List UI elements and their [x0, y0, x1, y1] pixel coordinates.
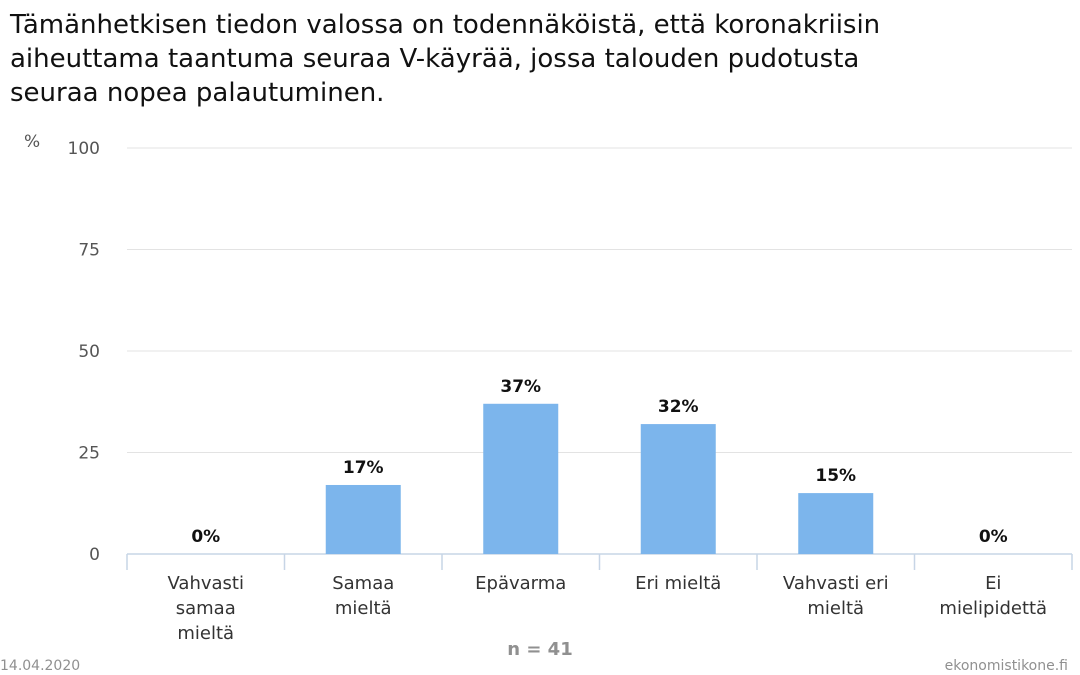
source-link[interactable]: ekonomistikone.fi	[944, 658, 1068, 674]
x-tick-label: Samaa	[332, 573, 394, 594]
bar	[325, 484, 401, 554]
y-tick-label: 50	[78, 342, 100, 362]
labels: % 0 25 50 75 100 0% Vahvasti samaa mieltä 17% Samaa…	[24, 132, 1047, 644]
data-label: 0%	[191, 527, 220, 547]
data-label: 0%	[979, 527, 1008, 547]
data-label: 15%	[815, 466, 856, 486]
x-axis	[126, 553, 1073, 570]
x-tick-label: mieltä	[177, 623, 234, 644]
data-label: 37%	[500, 377, 541, 397]
footer-date: 14.04.2020	[0, 658, 81, 674]
x-tick-label: Vahvasti	[168, 573, 244, 594]
chart-title-line-1: Tämänhetkisen tiedon valossa on todennäk…	[10, 10, 881, 40]
sample-size-label: n = 41	[507, 639, 573, 660]
bar	[483, 403, 559, 554]
x-tick-label: mieltä	[807, 598, 864, 619]
bar	[640, 424, 716, 554]
x-tick-label: Epävarma	[475, 573, 566, 594]
x-tick-label: mieltä	[335, 598, 392, 619]
y-tick-label: 100	[68, 139, 100, 159]
x-tick-label: Eri mieltä	[635, 573, 721, 594]
y-tick-label: 0	[89, 545, 100, 565]
x-tick-label: Vahvasti eri	[783, 573, 889, 594]
chart-title-line-2: aiheuttama taantuma seuraa V-käyrää, jos…	[10, 44, 860, 74]
bar	[798, 493, 874, 554]
x-tick-label: Ei	[985, 573, 1001, 594]
x-tick-label: mielipidettä	[939, 598, 1047, 619]
bars	[325, 403, 874, 554]
gridlines	[127, 147, 1072, 453]
y-tick-label: 25	[78, 444, 100, 464]
x-tick-label: samaa	[176, 598, 236, 619]
y-axis-unit-label: %	[24, 132, 40, 152]
y-tick-label: 75	[78, 241, 100, 261]
data-label: 17%	[343, 458, 384, 478]
chart-title: Tämänhetkisen tiedon valossa on todennäk…	[10, 8, 1070, 110]
chart-title-line-3: seuraa nopea palautuminen.	[10, 78, 385, 108]
data-label: 32%	[658, 397, 699, 417]
